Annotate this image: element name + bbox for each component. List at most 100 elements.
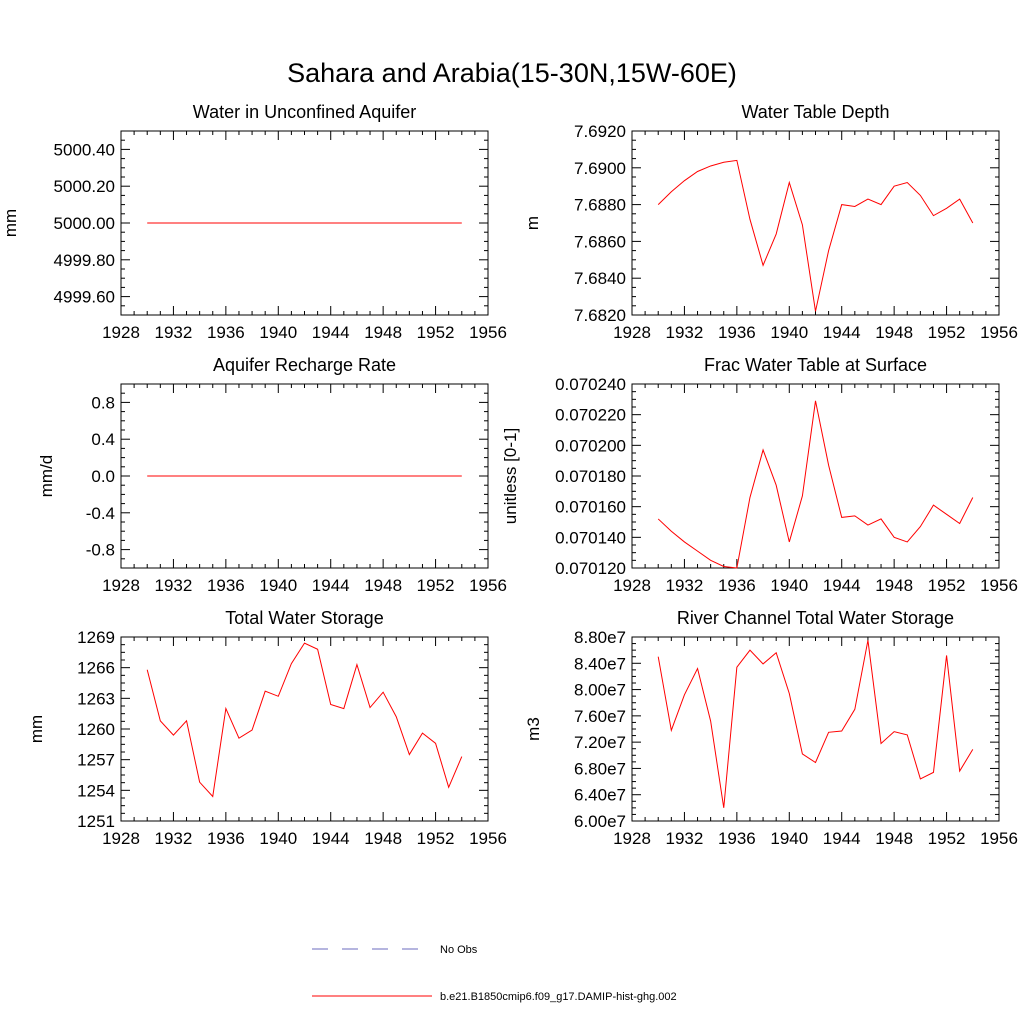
y-tick-label: 0.070180: [555, 467, 626, 486]
y-tick-label: 7.6900: [574, 159, 626, 178]
y-tick-label: 7.20e7: [574, 733, 626, 752]
chart-title: Aquifer Recharge Rate: [213, 355, 396, 375]
x-tick-label: 1940: [770, 323, 808, 342]
y-axis-label: mm: [1, 209, 20, 237]
y-tick-label: 0.070160: [555, 498, 626, 517]
y-tick-label: -0.8: [86, 541, 115, 560]
series-line: [146, 642, 463, 798]
y-tick-label: 8.80e7: [574, 628, 626, 647]
y-tick-label: 7.60e7: [574, 707, 626, 726]
x-tick-label: 1928: [613, 576, 651, 595]
x-tick-label: 1956: [980, 323, 1018, 342]
x-tick-label: 1956: [469, 576, 507, 595]
x-tick-label: 1944: [312, 829, 350, 848]
y-tick-label: 1263: [77, 689, 115, 708]
y-tick-label: 0.4: [91, 430, 115, 449]
legend-label-no-obs: No Obs: [440, 944, 478, 956]
x-tick-label: 1952: [417, 323, 455, 342]
plot-frame: [120, 636, 489, 822]
x-tick-label: 1936: [718, 829, 756, 848]
x-tick-label: 1944: [312, 576, 350, 595]
legend: No Obs b.e21.B1850cmip6.f09_g17.DAMIP-hi…: [312, 944, 677, 1003]
y-tick-label: 5000.00: [54, 214, 115, 233]
x-tick-label: 1936: [718, 323, 756, 342]
legend-label-model: b.e21.B1850cmip6.f09_g17.DAMIP-hist-ghg.…: [440, 991, 677, 1003]
series-line: [657, 400, 974, 569]
y-tick-label: 1260: [77, 720, 115, 739]
x-tick-label: 1956: [469, 829, 507, 848]
series-marks: [146, 642, 463, 798]
x-tick-label: 1932: [666, 829, 704, 848]
x-tick-label: 1956: [980, 829, 1018, 848]
x-tick-label: 1944: [823, 829, 861, 848]
chart-title: Total Water Storage: [225, 608, 383, 628]
x-tick-label: 1940: [770, 829, 808, 848]
x-tick-label: 1940: [770, 576, 808, 595]
series-line: [657, 159, 974, 312]
y-tick-label: 8.00e7: [574, 681, 626, 700]
x-tick-label: 1952: [928, 576, 966, 595]
chart-panel-water-table-depth: Water Table Depth m 1928 1932 1936 1940 1944…: [523, 102, 1018, 342]
x-tick-label: 1944: [823, 576, 861, 595]
series-marks: [657, 159, 974, 312]
x-tick-label: 1948: [364, 829, 402, 848]
x-tick-label: 1940: [259, 576, 297, 595]
y-axis-label: mm/d: [37, 455, 56, 498]
x-tick-label: 1948: [364, 576, 402, 595]
y-tick-label: 1266: [77, 659, 115, 678]
y-tick-label: 6.00e7: [574, 812, 626, 831]
plot-frame: [631, 636, 1000, 822]
x-tick-label: 1948: [875, 829, 913, 848]
x-tick-label: 1936: [207, 829, 245, 848]
y-tick-label: 1251: [77, 812, 115, 831]
x-tick-label: 1928: [102, 576, 140, 595]
y-tick-label: 0.8: [91, 393, 115, 412]
x-tick-label: 1928: [613, 829, 651, 848]
y-axis-label: unitless [0-1]: [501, 428, 520, 524]
y-axis-label: m: [523, 216, 542, 230]
axis-ticks: 1928 1932 1936 1940 1944 1948 1952 1956 0.070120…: [555, 375, 1018, 595]
y-tick-label: 1254: [77, 781, 115, 800]
series-marks: [657, 400, 974, 569]
axis-ticks: 1928 1932 1936 1940 1944 1948 1952 1956 -0.8 -0.4…: [86, 383, 507, 595]
chart-panel-recharge-rate: Aquifer Recharge Rate mm/d 1928 1932 1936 1…: [37, 355, 507, 595]
x-tick-label: 1944: [823, 323, 861, 342]
x-tick-label: 1928: [613, 323, 651, 342]
x-tick-label: 1932: [666, 323, 704, 342]
y-tick-label: 0.070120: [555, 559, 626, 578]
y-tick-label: 6.80e7: [574, 759, 626, 778]
x-tick-label: 1952: [417, 829, 455, 848]
x-tick-label: 1928: [102, 323, 140, 342]
x-tick-label: 1948: [875, 323, 913, 342]
x-tick-label: 1936: [718, 576, 756, 595]
y-tick-label: 7.6880: [574, 196, 626, 215]
y-tick-label: 5000.20: [54, 177, 115, 196]
x-tick-label: 1948: [875, 576, 913, 595]
y-tick-label: 6.40e7: [574, 786, 626, 805]
y-tick-label: 0.070240: [555, 375, 626, 394]
x-tick-label: 1932: [155, 323, 193, 342]
y-tick-label: 0.070220: [555, 406, 626, 425]
x-tick-label: 1956: [469, 323, 507, 342]
x-tick-label: 1952: [928, 829, 966, 848]
axis-ticks: 1928 1932 1936 1940 1944 1948 1952 1956 1251 1254…: [77, 628, 507, 848]
x-tick-label: 1956: [980, 576, 1018, 595]
y-tick-label: 7.6920: [574, 122, 626, 141]
x-tick-label: 1932: [666, 576, 704, 595]
chart-panel-aquifer-water: Water in Unconfined Aquifer mm 1928 1932 1…: [1, 102, 507, 342]
axis-ticks: 1928 1932 1936 1940 1944 1948 1952 1956 6.00e7 6.…: [574, 628, 1018, 848]
y-tick-label: 0.070140: [555, 528, 626, 547]
x-tick-label: 1928: [102, 829, 140, 848]
x-tick-label: 1952: [928, 323, 966, 342]
chart-panel-river-channel-storage: River Channel Total Water Storage m3 192…: [524, 608, 1018, 848]
page-title: Sahara and Arabia(15-30N,15W-60E): [287, 58, 737, 88]
y-tick-label: 0.0: [91, 467, 115, 486]
x-tick-label: 1940: [259, 323, 297, 342]
plot-frame: [631, 130, 1000, 316]
y-tick-label: 7.6820: [574, 306, 626, 325]
y-tick-label: 7.6840: [574, 269, 626, 288]
series-marks: [657, 640, 974, 808]
x-tick-label: 1932: [155, 829, 193, 848]
x-tick-label: 1932: [155, 576, 193, 595]
